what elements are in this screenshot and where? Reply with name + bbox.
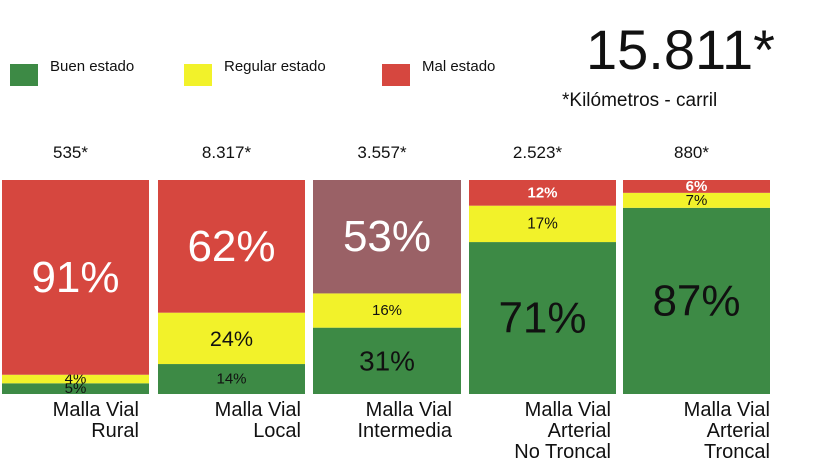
bar-segment-regular-2 [158,312,305,365]
legend-swatch-bad [382,64,410,86]
data-label-regular-4: 17% [527,215,558,232]
bar-segment-good-4 [469,242,616,394]
bar-total-5: 880* [674,143,709,162]
legend-label-bad: Mal estado [422,58,496,75]
bar-segment-regular-3 [313,293,461,328]
category-label-1-line-1: Malla Vial [53,399,139,421]
bar-segment-bad-5 [623,180,770,193]
category-label-1-line-2: Rural [91,420,139,442]
bar-total-1: 535* [53,143,88,162]
bar-segment-good-1 [2,383,149,394]
bar-segment-bad-3 [313,180,461,294]
bar-segment-regular-1 [2,374,149,384]
category-label-3-line-2: Intermedia [358,420,453,442]
bar-segment-regular-5 [623,192,770,208]
unit-note: *Kilómetros - carril [562,90,718,111]
legend-swatch-regular [184,64,212,86]
total-km: 15.811* [586,18,775,81]
category-label-4-line-2: Arterial [548,420,611,442]
bar-segment-bad-2 [158,180,305,313]
category-label-2-line-1: Malla Vial [215,399,301,421]
legend: Buen estado Regular estado Mal estado [0,0,560,100]
data-label-good-4: 71% [498,294,586,343]
bar-segment-good-2 [158,364,305,394]
bar-segment-good-5 [623,207,770,394]
bar-total-4: 2.523* [513,143,563,162]
legend-label-good: Buen estado [50,58,135,75]
bar-total-2: 8.317* [202,143,252,162]
bar-segment-bad-4 [469,180,616,206]
bar-segment-regular-4 [469,205,616,243]
data-label-good-5: 87% [652,276,740,325]
bar-segment-bad-1 [2,180,149,375]
category-label-5-line-2: Arterial [707,420,770,442]
data-label-good-3: 31% [359,345,415,376]
data-label-good-1: 5% [65,380,87,397]
bar-segment-good-3 [313,327,461,394]
data-label-regular-3: 16% [372,302,402,319]
data-label-regular-1: 4% [65,371,87,388]
legend-swatch-good [10,64,38,86]
category-label-5-line-1: Malla Vial [684,399,770,421]
category-label-4-line-3: No Troncal [514,441,611,463]
data-label-regular-5: 7% [686,192,708,209]
data-label-bad-4: 12% [527,184,557,201]
data-label-bad-3: 53% [343,212,431,261]
bar-total-3: 3.557* [357,143,407,162]
category-label-5-line-3: Troncal [704,441,770,463]
data-label-bad-2: 62% [187,222,275,271]
data-label-good-2: 14% [216,371,246,388]
category-label-2-line-2: Local [253,420,301,442]
data-label-bad-1: 91% [31,253,119,302]
category-label-3-line-1: Malla Vial [366,399,452,421]
legend-label-regular: Regular estado [224,58,326,75]
category-label-4-line-1: Malla Vial [525,399,611,421]
data-label-bad-5: 6% [686,178,708,195]
data-label-regular-2: 24% [210,326,253,351]
